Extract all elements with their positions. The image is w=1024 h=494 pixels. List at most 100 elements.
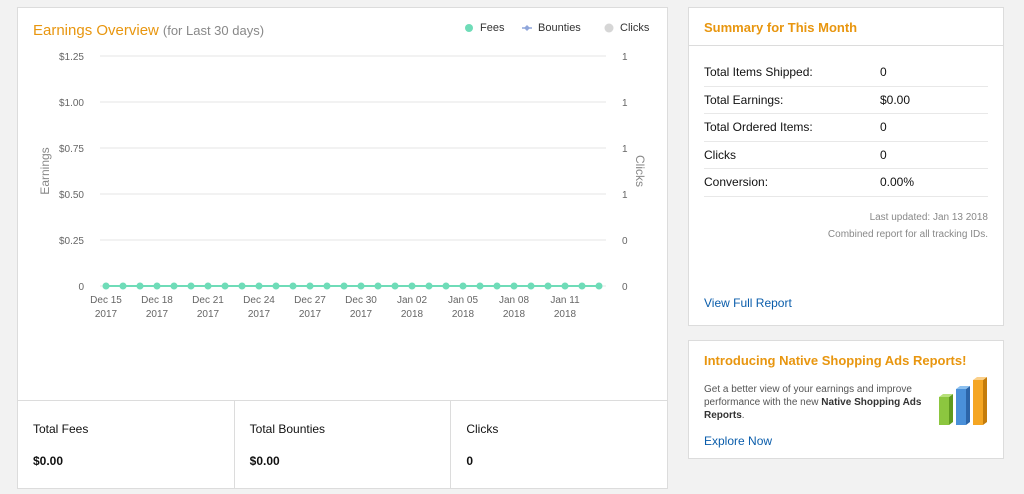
fees-data-point <box>187 282 195 290</box>
fees-data-point <box>136 282 144 290</box>
x-tick-year-label: 2017 <box>146 309 169 320</box>
total-bounties-label: Total Bounties <box>249 422 326 436</box>
summary-row-label: Clicks <box>704 147 736 162</box>
x-tick-year-label: 2017 <box>197 309 220 320</box>
x-tick-year-label: 2018 <box>401 309 424 320</box>
summary-table: Total Items Shipped: 0 Total Earnings: $… <box>704 59 988 197</box>
total-bounties-value: $0.00 <box>249 454 280 468</box>
chart-title-text: Earnings Overview <box>33 22 159 39</box>
x-tick-year-label: 2018 <box>452 309 475 320</box>
y2-tick-label: 0 <box>622 282 628 293</box>
fees-data-point <box>544 282 552 290</box>
summary-panel: Summary for This Month Total Items Shipp… <box>688 7 1004 326</box>
fees-data-point <box>408 282 416 290</box>
total-bounties-cell: Total Bounties $0.00 <box>233 401 451 488</box>
earnings-overview-panel: 0 0 $0.25 0 $0.50 1 $0.75 1 $1.00 1 $1.25 1 Earnings… <box>17 7 668 489</box>
summary-row-label: Total Items Shipped: <box>704 65 813 80</box>
y2-tick-label: 0 <box>622 236 628 247</box>
x-tick-year-label: 2017 <box>248 309 271 320</box>
promo-description: Get a better view of your earnings and i… <box>704 383 924 422</box>
y-tick-label: $0.50 <box>59 190 84 201</box>
fees-marker-icon <box>465 24 473 32</box>
legend-clicks-label: Clicks <box>620 22 650 34</box>
y2-tick-label: 1 <box>622 190 628 201</box>
summary-row: Total Items Shipped: 0 <box>704 59 988 87</box>
legend-item-fees[interactable]: Fees <box>464 22 504 34</box>
chart-title: Earnings Overview (for Last 30 days) <box>33 22 264 39</box>
promo-text-bold: Native Shopping Ads Reports <box>704 397 922 421</box>
promo-panel: Introducing Native Shopping Ads Reports!… <box>688 340 1004 459</box>
y-tick-label: 0 <box>78 282 84 293</box>
summary-row-label: Total Earnings: <box>704 92 784 107</box>
summary-row-label: Conversion: <box>704 175 769 190</box>
total-clicks-value: 0 <box>466 454 474 468</box>
totals-row: Total Fees $0.00 Total Bounties $0.00 Cl… <box>18 400 667 488</box>
legend-item-clicks[interactable]: Clicks <box>604 22 649 34</box>
y-tick-label: $1.25 <box>59 52 84 63</box>
fees-data-point <box>425 282 433 290</box>
fees-data-point <box>493 282 501 290</box>
fees-data-point <box>357 282 365 290</box>
x-tick-label: Dec 15 <box>90 295 122 306</box>
y-axis-label: Earnings <box>38 147 52 194</box>
fees-data-point <box>289 282 297 290</box>
fees-data-point <box>272 282 280 290</box>
fees-data-point <box>476 282 484 290</box>
fees-data-point <box>510 282 518 290</box>
fees-data-point <box>102 282 110 290</box>
combined-report-note: Combined report for all tracking IDs. <box>827 228 988 240</box>
summary-row-value: 0 <box>880 120 887 135</box>
x-tick-year-label: 2017 <box>95 309 118 320</box>
view-full-report-link[interactable]: View Full Report <box>704 296 792 310</box>
x-tick-label: Dec 30 <box>345 295 377 306</box>
fees-data-point <box>578 282 586 290</box>
fees-data-point <box>442 282 450 290</box>
last-updated-text: Last updated: Jan 13 2018 <box>869 211 988 223</box>
promo-text-after: . <box>741 410 745 421</box>
x-tick-label: Dec 21 <box>192 295 224 306</box>
promo-title: Introducing Native Shopping Ads Reports! <box>704 353 967 368</box>
y2-tick-label: 1 <box>622 98 628 109</box>
fees-data-point <box>238 282 246 290</box>
fees-data-point <box>323 282 331 290</box>
y2-tick-label: 1 <box>622 52 628 63</box>
bar-chart-graphic-icon <box>939 377 987 425</box>
legend-bounties-label: Bounties <box>538 22 581 34</box>
fees-data-point <box>527 282 535 290</box>
promo-text-before: Get a better view of your earnings and i… <box>704 384 912 408</box>
x-tick-label: Jan 05 <box>448 295 478 306</box>
fees-data-point <box>119 282 127 290</box>
summary-row: Total Earnings: $0.00 <box>704 87 988 114</box>
x-tick-label: Jan 02 <box>397 295 427 306</box>
fees-data-point <box>459 282 467 290</box>
total-clicks-label: Clicks <box>466 422 499 436</box>
fees-data-point <box>221 282 229 290</box>
legend-item-bounties[interactable]: Bounties <box>522 22 581 34</box>
fees-data-point <box>391 282 399 290</box>
fees-data-point <box>340 282 348 290</box>
x-tick-year-label: 2018 <box>503 309 526 320</box>
x-tick-label: Jan 08 <box>499 295 529 306</box>
fees-data-point <box>561 282 569 290</box>
chart-svg: 0 0 $0.25 0 $0.50 1 $0.75 1 $1.00 1 $1.25 1 Earnings… <box>38 52 647 320</box>
y2-tick-label: 1 <box>622 144 628 155</box>
summary-note: Last updated: Jan 13 2018 Combined repor… <box>704 209 988 243</box>
fees-data-point <box>204 282 212 290</box>
fees-data-point <box>170 282 178 290</box>
summary-row-value: 0.00% <box>880 175 915 190</box>
summary-row-value: 0 <box>880 147 887 162</box>
x-tick-label: Dec 24 <box>243 295 275 306</box>
summary-row-value: 0 <box>880 65 887 80</box>
y-tick-label: $0.75 <box>59 144 84 155</box>
explore-now-link[interactable]: Explore Now <box>704 434 773 448</box>
fees-data-point <box>255 282 263 290</box>
x-tick-year-label: 2018 <box>554 309 577 320</box>
bounties-marker-icon <box>522 25 532 31</box>
earnings-chart: 0 0 $0.25 0 $0.50 1 $0.75 1 $1.00 1 $1.25 1 Earnings… <box>18 8 667 400</box>
summary-row: Total Ordered Items: 0 <box>704 114 988 142</box>
summary-row: Conversion: 0.00% <box>704 169 988 197</box>
y-tick-label: $1.00 <box>59 98 84 109</box>
x-tick-year-label: 2017 <box>299 309 322 320</box>
x-tick-year-label: 2017 <box>350 309 373 320</box>
summary-title: Summary for This Month <box>689 8 1003 46</box>
